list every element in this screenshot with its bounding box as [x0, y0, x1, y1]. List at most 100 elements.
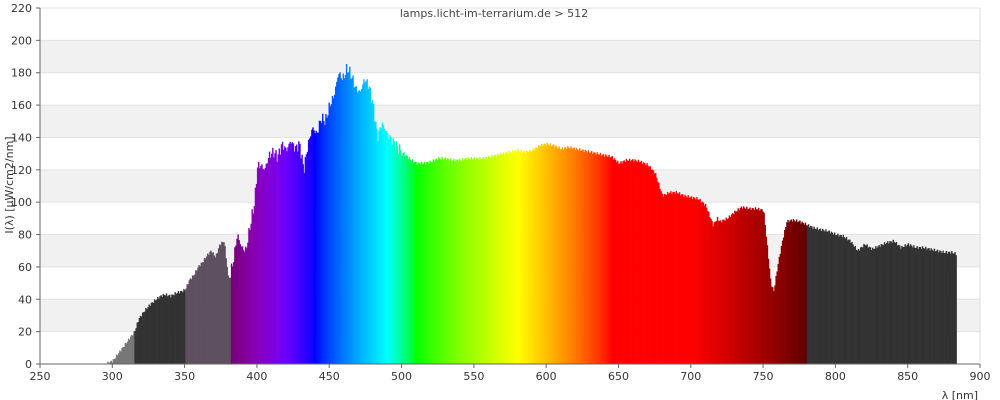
spectrum-bar [485, 156, 488, 364]
spectrum-bar [703, 205, 706, 364]
spectrum-bar [406, 155, 409, 364]
spectrum-bar [173, 295, 175, 364]
spectrum-bar [923, 248, 926, 364]
spectrum-bar [549, 143, 552, 364]
spectrum-bar [606, 155, 608, 364]
spectrum-bar [298, 141, 300, 364]
spectrum-bar [810, 225, 812, 364]
spectrum-bar [615, 162, 618, 364]
spectrum-bar [694, 197, 696, 364]
spectrum-bar [857, 248, 860, 364]
spectrum-bar [884, 243, 887, 364]
spectrum-bar [905, 246, 907, 364]
spectrum-bar [188, 280, 191, 364]
spectrum-bar [651, 169, 654, 364]
y-tick-label: 100 [11, 196, 32, 209]
spectrum-bar [419, 164, 422, 364]
spectrum-bar [814, 228, 816, 364]
spectrum-bar [758, 207, 760, 364]
spectrum-bar [569, 148, 571, 364]
spectrum-bar [342, 73, 345, 364]
spectrum-bar [862, 247, 864, 364]
spectrum-bar [579, 148, 581, 364]
spectrum-bar [811, 226, 813, 364]
spectrum-bar [478, 159, 480, 364]
spectrum-bar [808, 227, 811, 364]
spectrum-bar [949, 253, 952, 364]
spectrum-bar [208, 254, 210, 364]
x-tick-label: 400 [246, 370, 267, 383]
spectrum-bar [466, 160, 468, 364]
spectrum-bar [459, 160, 462, 364]
spectrum-bar [456, 159, 458, 364]
spectrum-bar [681, 194, 683, 364]
grid-band [40, 40, 980, 73]
spectrum-bar [666, 192, 669, 364]
spectrum-bar [174, 292, 176, 364]
spectrum-bar [707, 211, 709, 364]
spectrum-bar [916, 246, 918, 364]
spectrum-bar [511, 150, 514, 364]
spectrum-bar [500, 154, 503, 364]
spectrum-bar [607, 157, 609, 364]
spectrum-bar [648, 166, 650, 364]
spectrum-bar [558, 146, 560, 364]
spectrum-bar [910, 245, 913, 364]
spectrum-bar [395, 141, 398, 364]
spectrum-bar [336, 81, 338, 364]
spectrum-bar [392, 138, 394, 364]
spectrum-bar [322, 113, 324, 364]
spectrum-bar [752, 208, 755, 364]
spectrum-bar [604, 156, 606, 364]
spectrum-bar [930, 248, 932, 364]
axes [39, 8, 981, 365]
spectrum-bar [305, 154, 308, 364]
spectrum-bar [152, 302, 155, 364]
spectrum-bar [777, 263, 779, 364]
x-axis-label: λ [nm] [942, 389, 978, 400]
spectrum-bar [657, 181, 659, 364]
spectrum-bar [566, 148, 568, 364]
spectrum-bar [875, 246, 877, 364]
spectrum-bar [595, 154, 597, 364]
spectrum-bar [275, 149, 277, 364]
spectrum-bar [864, 244, 866, 364]
spectrum-bar [303, 172, 305, 364]
spectrum-bar [135, 328, 137, 364]
spectrum-bar [687, 195, 689, 364]
spectrum-bar [815, 229, 817, 364]
spectrum-bar [239, 244, 242, 364]
spectrum-bar [838, 236, 840, 364]
spectrum-bar [343, 78, 346, 364]
spectrum-bar [153, 299, 156, 364]
spectrum-bar [554, 147, 556, 364]
chart-title: lamps.licht-im-terrarium.de > 512 [400, 7, 588, 20]
spectrum-bar [391, 144, 393, 364]
spectrum-bar [449, 158, 452, 364]
spectrum-bar [714, 221, 717, 364]
spectrum-area [107, 63, 957, 364]
spectrum-bar [820, 231, 823, 364]
spectrum-bar [333, 94, 336, 364]
spectrum-bar [854, 245, 856, 364]
spectrum-bar [636, 162, 638, 364]
spectrum-bar [669, 192, 671, 364]
spectrum-bar [403, 152, 405, 364]
spectrum-bar [889, 241, 891, 364]
spectrum-bar [742, 206, 745, 364]
spectrum-bar [738, 210, 740, 364]
spectrum-bar [890, 241, 892, 364]
spectrum-bar [936, 249, 939, 364]
spectrum-bar [848, 239, 850, 364]
spectrum-bar [471, 159, 474, 364]
spectrum-bar [253, 205, 256, 364]
spectrum-bar [446, 157, 449, 364]
spectrum-bar [313, 130, 315, 364]
spectrum-bar [325, 114, 327, 364]
spectrum-bar [540, 145, 542, 364]
spectrum-bar [421, 164, 424, 364]
spectrum-bar [780, 245, 783, 364]
spectrum-bar [749, 207, 751, 364]
spectrum-bar [585, 150, 587, 364]
spectrum-bar [491, 154, 493, 364]
